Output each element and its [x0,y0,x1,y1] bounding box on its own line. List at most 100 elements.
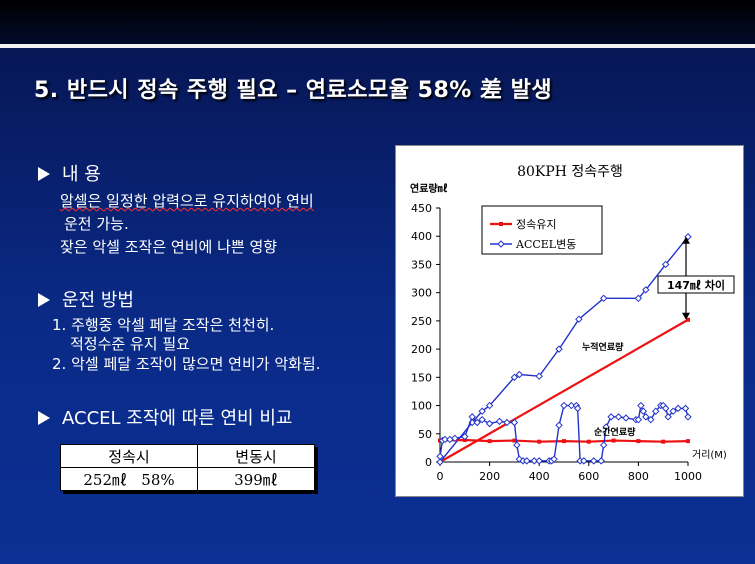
difference-arrowhead-top [682,236,690,244]
difference-label: 147㎖ 차이 [667,278,725,292]
table-header-steady: 정속시 [60,444,198,468]
legend-marker-accel [497,240,505,248]
y-tick-label: 250 [411,315,432,328]
data-point-accel [436,458,444,466]
annotation-cumulative: 누적연료량 [582,341,624,353]
data-point-steady [537,439,542,444]
data-point-accel [637,401,645,410]
method-line: 2. 악셀 페달 조작이 많으면 연비가 악화됨. [52,355,321,373]
top-rule [0,44,755,48]
data-point-accel [573,404,582,413]
y-tick-label: 200 [411,343,432,356]
data-point-accel [684,413,692,421]
y-tick-label: 450 [411,202,432,215]
data-point-accel [597,457,605,465]
comparison-table: 정속시 변동시 252㎖ 58% 399㎖ [60,444,315,491]
data-point-accel [468,413,476,421]
data-point-accel [555,345,563,353]
data-point-accel [510,373,519,382]
data-point-accel [614,413,623,421]
y-tick-label: 100 [411,400,432,413]
data-point-accel [446,435,454,444]
y-tick-label: 0 [425,456,432,469]
content-line-text: 알셀은 일정한 압력으로 유지하여야 연비 [60,192,314,210]
data-point-steady [686,439,690,444]
series-line-accel [439,403,689,462]
data-point-accel [451,434,459,443]
section-heading-text: ACCEL 조작에 따른 연비 비교 [62,408,293,429]
data-point-accel [513,441,521,449]
data-point-accel [535,457,543,465]
chart-title: 80KPH 정속주행 [517,164,623,180]
data-point-accel [478,415,486,424]
data-point-accel [560,401,568,410]
data-point-accel [473,418,481,427]
data-point-accel [652,407,660,415]
data-point-accel [664,413,672,421]
data-point-accel [642,286,650,294]
data-point-accel [661,260,670,269]
x-tick-label: 200 [479,470,500,483]
chart-panel: 80KPH 정속주행 연료량㎖ 거리(M) 0 50 100 150 200 250 300 350… [395,145,744,497]
content-line: 알셀은 일정한 압력으로 유지하여야 연비 [60,190,314,211]
legend-marker-steady [499,222,503,226]
data-point-accel [622,414,630,422]
method-line: 적정수준 유지 필요 [70,335,190,353]
data-point-accel [599,441,608,449]
data-point-accel [661,404,670,413]
data-point-accel [674,404,682,413]
data-point-accel [461,432,469,441]
section-heading-text: 내 용 [62,164,101,185]
data-point-accel [567,401,576,410]
legend-label-accel: ACCEL변동 [515,238,576,251]
annotation-instant: 순간연료량 [594,426,636,438]
x-tick-label: 1000 [674,470,702,483]
series-line-steady [439,318,689,463]
table-header-row: 정속시 변동시 [60,444,315,468]
slide-title: 5. 반드시 정속 주행 필요 – 연료소모율 58% 差 발생 [34,78,553,103]
data-point-accel [599,294,608,303]
data-point-accel [607,413,615,421]
table-row: 252㎖ 58% 399㎖ [60,467,315,491]
method-line: 1. 주행중 악셀 페달 조작은 천천히. [52,316,275,334]
series-line-accel [439,236,689,463]
data-point-steady [686,317,690,322]
x-tick-label: 600 [578,470,599,483]
data-point-accel [485,419,494,428]
difference-arrowhead-bottom [682,312,690,320]
data-point-accel [510,418,519,427]
y-axis-label: 연료량㎖ [410,182,448,195]
section-heading-comparison: ACCEL 조작에 따른 연비 비교 [38,404,292,430]
data-point-steady [661,439,666,444]
section-heading-content: 내 용 [38,160,101,186]
data-point-accel [555,421,563,430]
data-point-accel [441,435,449,444]
data-point-accel [602,423,610,431]
triangle-bullet-icon [38,293,50,307]
section-heading-text: 운전 방법 [62,290,134,311]
data-point-accel [580,457,588,465]
data-point-steady [586,439,591,444]
y-tick-label: 400 [411,230,432,243]
data-point-accel [503,418,511,427]
data-point-accel [642,413,650,421]
triangle-bullet-icon [38,167,50,181]
data-point-steady [512,438,517,443]
data-point-accel [669,407,677,415]
x-tick-label: 400 [529,470,550,483]
data-point-accel [478,407,486,415]
top-band [0,0,755,44]
data-point-accel [590,457,598,465]
data-point-steady [487,439,492,444]
data-point-accel [575,315,583,323]
data-point-steady [636,439,641,444]
data-point-accel [681,404,690,413]
y-tick-label: 150 [411,371,432,384]
data-point-steady [611,438,616,443]
legend-label-steady: 정속유지 [516,218,556,231]
y-tick-label: 300 [411,287,432,300]
x-tick-label: 0 [437,470,444,483]
data-point-accel [485,401,494,410]
data-point-accel [639,407,648,415]
